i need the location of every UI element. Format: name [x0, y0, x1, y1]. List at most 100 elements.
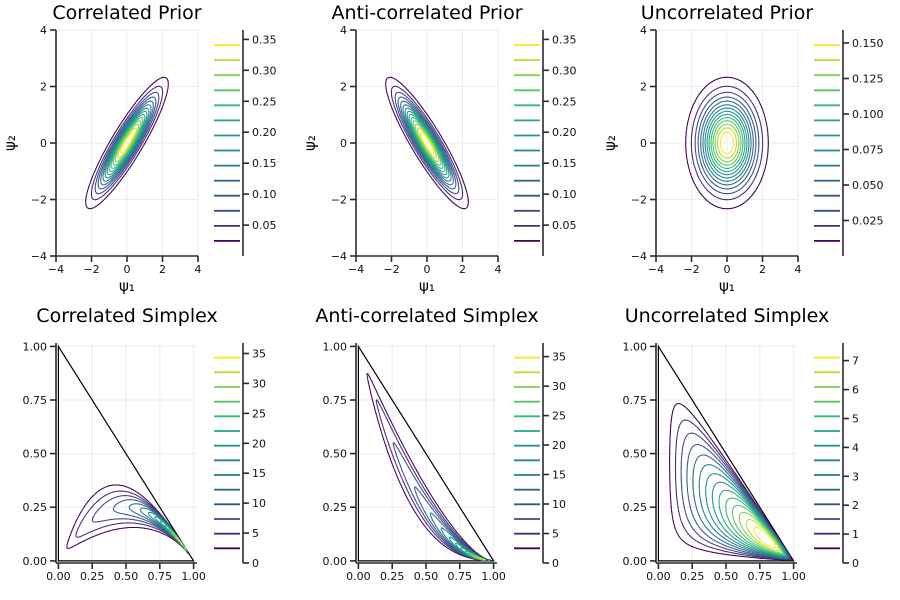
y-tick-label: −2 [31, 194, 47, 207]
contour-layer [685, 76, 769, 210]
colorbar-tick-label: 0 [852, 557, 859, 570]
subplot-correlated-prior: −4 −2 0 2 4 −4 −2 0 2 4 0.05 0.10 0.15 0.20 0.25 0.30 0.… [0, 0, 300, 300]
contour-level [731, 504, 784, 555]
x-axis-label: ψ₁ [719, 277, 735, 295]
colorbar-tick-label: 3 [852, 470, 859, 483]
colorbar-tick-label: 5 [852, 413, 859, 426]
axes-layer: 0.00 0.25 0.50 0.75 1.00 0.00 0.25 0.50 0.75 1.00 [623, 340, 806, 583]
colorbar-level-segments [214, 44, 240, 242]
contour-layer [66, 484, 189, 554]
plot-title: Correlated Simplex [36, 305, 218, 327]
contour-level [397, 96, 457, 190]
colorbar-tick-label: 30 [252, 377, 266, 390]
contour-level [706, 110, 748, 176]
y-tick-label: 0.25 [323, 501, 348, 514]
x-tick-label: 0.75 [748, 570, 773, 583]
x-tick-label: −4 [48, 263, 64, 276]
colorbar-tick-label: 0.25 [552, 95, 577, 108]
contour-level [417, 127, 437, 159]
colorbar-tick-label: 35 [252, 348, 266, 361]
x-tick-label: 0.50 [114, 570, 139, 583]
y-tick-label: 2 [340, 81, 347, 94]
colorbar-tick-label: 2 [852, 499, 859, 512]
y-tick-label: 2 [640, 81, 647, 94]
contour-level [708, 113, 746, 173]
x-tick-label: 0.25 [680, 570, 705, 583]
colorbar-tick-label: 0.125 [852, 73, 884, 86]
contour-level [710, 117, 744, 169]
axes-layer: 0.00 0.25 0.50 0.75 1.00 0.00 0.25 0.50 0.75 1.00 [323, 340, 506, 583]
contour-level [97, 96, 157, 190]
contour-level [725, 497, 785, 556]
contour-layer [85, 76, 169, 210]
colorbar-tick-label: 15 [252, 467, 266, 480]
x-tick-label: −4 [348, 263, 364, 276]
colorbar-tick-label: 25 [252, 407, 266, 420]
x-axis-label: ψ₁ [119, 277, 135, 295]
y-tick-label: 0 [640, 137, 647, 150]
contour-level [410, 117, 444, 169]
x-tick-label: 0 [424, 263, 431, 276]
contour-level [178, 539, 187, 550]
x-tick-label: 1.00 [481, 570, 506, 583]
colorbar-tick-label: 0.15 [252, 157, 277, 170]
subplot-correlated-simplex: 0.00 0.25 0.50 0.75 1.00 0.00 0.25 0.50 0.75 1.00… [0, 300, 300, 600]
colorbar: 0 5 10 15 20 25 30 35 [514, 343, 566, 570]
y-tick-label: 2 [40, 81, 47, 94]
contour-level [702, 104, 752, 182]
colorbar-tick-label: 15 [552, 469, 566, 482]
contour-level [100, 100, 154, 186]
plot-title: Anti-correlated Prior [331, 2, 523, 24]
axes-layer: −4 −2 0 2 4 −4 −2 0 2 4 [31, 24, 202, 276]
colorbar-tick-label: 0.20 [252, 126, 277, 139]
correlated-simplex-canvas: 0.00 0.25 0.50 0.75 1.00 0.00 0.25 0.50 0.75 1.00… [23, 340, 267, 583]
contour-level [753, 526, 777, 549]
axes-layer: −4 −2 0 2 4 −4 −2 0 2 4 [331, 24, 502, 276]
contour-level [719, 131, 735, 155]
colorbar-tick-label: 30 [552, 380, 566, 393]
colorbar-tick-label: 0.15 [552, 157, 577, 170]
x-tick-label: 0.75 [148, 570, 173, 583]
y-tick-label: 0 [40, 137, 47, 150]
contour-level [385, 76, 469, 210]
contour-level [690, 85, 764, 201]
contour-level [110, 117, 144, 169]
colorbar-tick-label: 0.10 [552, 188, 577, 201]
uncorrelated-simplex-canvas: 0.00 0.25 0.50 0.75 1.00 0.00 0.25 0.50 0.75 1.00… [623, 340, 860, 583]
y-axis-label: ψ₂ [301, 135, 319, 151]
contour-level [685, 76, 769, 210]
x-tick-label: −2 [383, 263, 399, 276]
x-tick-label: 0.25 [80, 570, 105, 583]
x-tick-label: 4 [495, 263, 502, 276]
x-tick-label: 4 [195, 263, 202, 276]
contour-level [90, 85, 164, 201]
plot-title: Correlated Prior [52, 2, 202, 24]
contour-level [108, 113, 146, 173]
x-tick-label: 0.75 [448, 570, 473, 583]
x-tick-label: 0.00 [646, 570, 671, 583]
contour-level [745, 518, 780, 552]
contour-level [704, 107, 750, 179]
colorbar-tick-label: 35 [552, 351, 566, 364]
colorbar-tick-label: 0.025 [852, 215, 884, 228]
anti-correlated-prior-canvas: −4 −2 0 2 4−4−20240.050.100.150.200.250.300.… [331, 24, 577, 276]
contour-level [117, 127, 137, 159]
contour-level [366, 372, 491, 562]
x-tick-label: 2 [159, 263, 166, 276]
x-tick-label: 2 [759, 263, 766, 276]
colorbar-tick-label: 0.05 [552, 219, 577, 232]
plot-title: Anti-correlated Simplex [315, 305, 539, 327]
colorbar: 0.025 0.050 0.075 0.100 0.125 0.150 [814, 30, 884, 256]
y-axis-label: ψ₂ [601, 135, 619, 151]
y-tick-label: 0.00 [323, 555, 348, 568]
contour-level [716, 127, 738, 159]
contour-level [390, 85, 464, 201]
contour-level [414, 123, 440, 163]
grid-layer [355, 29, 499, 257]
colorbar: 0.05 0.10 0.15 0.20 0.25 0.30 0.35 [214, 30, 277, 256]
colorbar: 0.05 0.10 0.15 0.20 0.25 0.30 0.35 [514, 30, 577, 256]
contour-level [419, 132, 435, 154]
colorbar-tick-label: 10 [552, 498, 566, 511]
colorbar-tick-label: 25 [552, 410, 566, 423]
